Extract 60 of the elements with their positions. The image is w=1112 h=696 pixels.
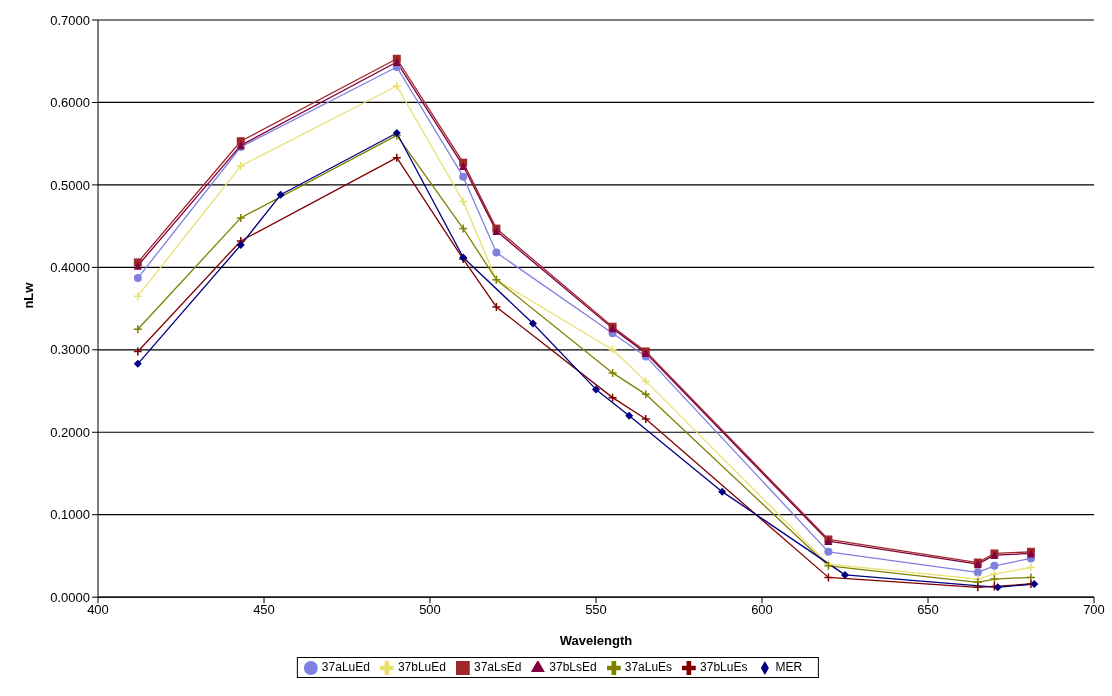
point (641, 389, 651, 400)
point (990, 561, 999, 570)
x-tick-label: 650 (917, 602, 939, 618)
y-tick-label: 0.2000 (50, 424, 90, 440)
point (718, 487, 727, 496)
point (528, 319, 537, 328)
point (491, 302, 502, 312)
x-tick-label: 600 (751, 602, 773, 618)
y-axis-title: nLw (20, 281, 36, 309)
point (458, 196, 468, 207)
x-tick-label: 450 (253, 602, 275, 618)
point (973, 582, 983, 593)
x-tick-label: 550 (585, 602, 607, 618)
legend-label: 37aLsEd (473, 660, 522, 675)
legend-label: 37aLuEd (321, 660, 370, 675)
point (133, 324, 143, 334)
point (607, 345, 618, 355)
point (592, 385, 600, 394)
point (459, 172, 468, 181)
legend-label: 37bLsEd (549, 660, 597, 675)
point (824, 547, 833, 556)
point (236, 137, 245, 146)
point (392, 81, 402, 91)
point (133, 359, 142, 368)
point (392, 58, 401, 67)
point (236, 213, 246, 223)
point (492, 248, 501, 257)
point (236, 161, 246, 171)
legend-label: 37bLuEd (397, 660, 446, 675)
x-tick-label: 400 (87, 602, 109, 618)
point (625, 411, 634, 420)
point (392, 152, 402, 163)
point (236, 241, 245, 250)
y-tick-label: 0.5000 (50, 177, 90, 193)
y-tick-label: 0.7000 (50, 12, 90, 28)
x-axis-title: Wavelength (559, 633, 633, 649)
point (133, 291, 143, 301)
y-tick-label: 0.1000 (50, 507, 90, 523)
point (641, 376, 651, 386)
y-tick-label: 0.3000 (50, 342, 90, 358)
point (973, 568, 982, 577)
point (607, 368, 618, 378)
point (276, 190, 285, 199)
y-tick-label: 0.4000 (50, 259, 90, 275)
point (392, 128, 401, 137)
point (133, 346, 143, 357)
point (1026, 562, 1036, 573)
x-tick-label: 500 (419, 602, 441, 618)
legend-label: 37bLuEs (700, 660, 748, 675)
y-tick-label: 0.0000 (50, 589, 90, 605)
point (458, 223, 468, 234)
legend-label: 37aLuEs (624, 660, 673, 675)
y-tick-label: 0.6000 (50, 95, 90, 111)
point (841, 570, 849, 579)
point (133, 274, 142, 283)
point (1030, 579, 1039, 588)
x-tick-label: 700 (1083, 602, 1105, 618)
legend-label: MER (775, 660, 803, 675)
point (641, 414, 651, 424)
point (993, 583, 1002, 592)
